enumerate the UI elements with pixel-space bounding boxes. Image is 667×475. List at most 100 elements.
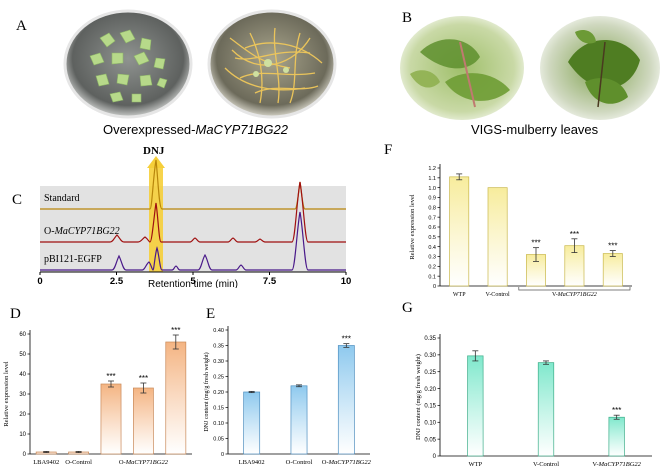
chart-bar — [133, 387, 154, 455]
chart-bar — [243, 391, 261, 455]
chart-ytick-label: 0.4 — [428, 245, 436, 251]
chart-ytick-label: 1.2 — [428, 166, 436, 172]
chart-ytick-label: 0.6 — [428, 225, 436, 231]
chart-ytick-label: 0.35 — [424, 336, 436, 342]
trace-label-o-gene: MaCYP71BG22 — [54, 226, 120, 237]
chromatogram-tick-label: 5 — [190, 276, 196, 287]
chart-ytick-label: 0.15 — [424, 404, 436, 410]
chart-bar — [337, 345, 355, 455]
chart-category-label-text: WTP — [468, 461, 482, 468]
panel-letter-c: C — [12, 192, 23, 208]
trace-label-pbi121-egfp: pBI121-EGFP — [44, 254, 102, 265]
trace-label-o-macyp71bg22: O-MaCYP71BG22 — [44, 226, 120, 237]
chart-bar — [100, 383, 122, 455]
chart-e-dnj-content: DNJ content (mg/g fresh weight) 0 0.05 0.10… — [203, 326, 372, 466]
chart-ylabel: Relative expression level — [409, 194, 416, 260]
chart-significance: *** — [171, 326, 180, 335]
trace-label-standard: Standard — [44, 193, 80, 204]
chromatogram-tick-label: 0 — [37, 276, 42, 287]
petri-dish-explants — [63, 9, 193, 119]
mulberry-leaves-control — [400, 16, 524, 120]
trace-label-o-prefix: O- — [44, 226, 55, 237]
chart-ytick-label: 0.3 — [428, 255, 436, 261]
chart-significance: *** — [570, 230, 579, 239]
panel-b-caption: VIGS-mulberry leaves — [471, 122, 599, 137]
chart-group-label: O-MaCYP71BG22 — [119, 459, 169, 466]
chromatogram-tick-label: 7.5 — [263, 276, 277, 287]
panel-letter-e: E — [206, 306, 216, 322]
chart-bar — [602, 253, 623, 287]
chart-ytick-label: 0.10 — [424, 420, 436, 426]
chart-category-label-gene: MaCYP71BG22 — [598, 461, 642, 468]
chart-category-label: O-Control — [65, 459, 92, 466]
chart-ytick-label: 30 — [19, 392, 26, 398]
chart-significance: *** — [139, 374, 148, 383]
chromatogram-xlabel: Retention time (min) — [148, 279, 238, 288]
chart-ylabel: DNJ content (mg/g fresh weight) — [415, 354, 422, 440]
chart-category-label-text: O- — [322, 459, 329, 466]
chart-ytick-label: 0.25 — [424, 370, 436, 376]
chart-bar — [487, 187, 508, 287]
panel-a-caption: Overexpressed-MaCYP71BG22 — [103, 122, 288, 137]
chart-ytick-label: 0.20 — [213, 390, 224, 396]
panel-letter-b: B — [402, 10, 413, 26]
chart-f-relative-expression: Relative expression level 0 0.1 0.2 0.3 0.4 0.… — [409, 164, 632, 298]
chart-ytick-label: 0 — [433, 454, 437, 460]
chart-significance: *** — [612, 406, 621, 415]
chart-category-label: V-Control — [533, 461, 559, 468]
panel-letter-d: D — [10, 306, 21, 322]
chart-bar — [449, 176, 470, 287]
chart-ytick-label: 60 — [19, 332, 26, 338]
chart-significance: *** — [342, 335, 351, 344]
chart-ytick-label: 0.40 — [213, 328, 224, 334]
chart-ytick-label: 0.5 — [428, 235, 436, 241]
chart-ylabel: Relative expression level — [3, 361, 10, 427]
chart-category-label: LBA9402 — [239, 459, 265, 466]
chromatogram-ticks: 0 2.5 5 7.5 10 — [37, 272, 351, 287]
chart-ytick-label: 40 — [19, 372, 26, 378]
panel-letter-a: A — [16, 18, 27, 34]
panel-b-photos — [400, 16, 660, 120]
chart-ytick-label: 0.10 — [213, 421, 224, 427]
chart-ytick-label: 0.2 — [428, 265, 436, 271]
chart-ytick-label: 1.0 — [428, 186, 436, 192]
chart-significance: *** — [608, 242, 617, 251]
chart-bar — [290, 385, 308, 455]
chart-category-label: LBA9402 — [33, 459, 59, 466]
chart-ytick-label: 1.1 — [428, 176, 436, 182]
chart-category-label: O-MaCYP71BG22 — [322, 459, 372, 466]
chart-group-bracket — [518, 287, 631, 291]
chromatogram-tick-label: 2.5 — [110, 276, 124, 287]
chart-ytick-label: 10 — [19, 432, 26, 438]
chart-ytick-label: 50 — [19, 352, 26, 358]
chart-ytick-label: 0.30 — [424, 353, 436, 359]
chart-ylabel: DNJ content (mg/g fresh weight) — [203, 352, 210, 431]
panel-a-caption-gene: MaCYP71BG22 — [195, 122, 288, 137]
petri-dish-hairy-roots — [207, 9, 337, 119]
chart-ytick-label: 0.05 — [424, 437, 436, 443]
chart-category-label: WTP — [468, 461, 482, 468]
chart-significance: *** — [106, 372, 115, 381]
mulberry-leaves-vigs — [540, 16, 660, 120]
panel-letter-g: G — [402, 300, 413, 316]
panel-c-chromatogram: DNJ Standard O-MaCYP71BG22 pBI121-EGFP 0… — [37, 145, 351, 288]
chart-category-label-text: V-Control — [533, 461, 559, 468]
chart-ytick-label: 0.7 — [428, 215, 436, 221]
chart-category-label-gene: MaCYP71BG22 — [328, 459, 372, 466]
chart-ytick-label: 20 — [19, 412, 26, 418]
chart-d-relative-expression: Relative expression level 0 10 20 30 40 50 60 **… — [3, 326, 192, 466]
chart-bar — [467, 355, 484, 457]
chart-category-label: V-Control — [486, 292, 510, 298]
chart-bar — [537, 362, 555, 457]
panel-a-caption-prefix: Overexpressed- — [103, 122, 196, 137]
chart-category-label: O-Control — [286, 459, 313, 466]
trace-pbi121-egfp — [40, 211, 346, 271]
chart-ytick-label: 0.30 — [213, 359, 224, 365]
chart-g-dnj-content: DNJ content (mg/g fresh weight) 0 0.05 0.10… — [415, 334, 652, 468]
chart-ytick-label: 0.9 — [428, 196, 436, 202]
chart-group-label-gene: MaCYP71BG22 — [557, 292, 597, 298]
chart-category-label-text: LBA9402 — [239, 459, 265, 466]
chart-ytick-label: 0 — [221, 452, 224, 458]
chart-ytick-label: 0.05 — [213, 437, 224, 443]
panel-a-photos — [63, 9, 337, 119]
